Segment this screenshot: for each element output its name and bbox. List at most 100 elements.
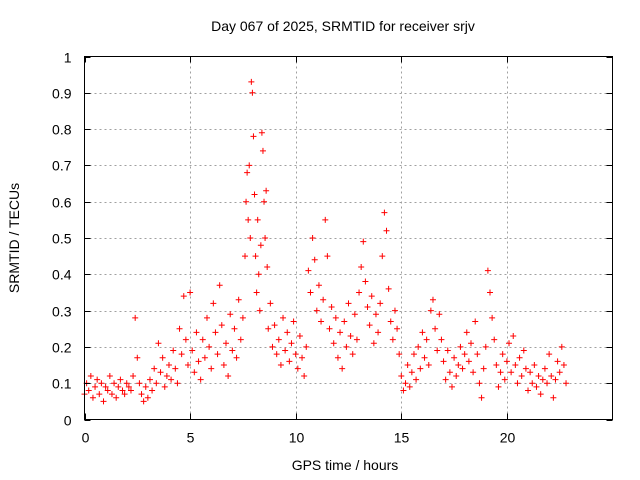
data-point (87, 372, 94, 379)
data-point (387, 318, 394, 325)
data-point (248, 78, 255, 85)
data-point (415, 343, 422, 350)
data-point (253, 289, 260, 296)
data-point (262, 235, 269, 241)
y-tick-label: 0.5 (52, 231, 72, 247)
data-point (195, 358, 202, 365)
data-point (379, 253, 386, 260)
data-point (292, 351, 299, 358)
data-point (554, 358, 561, 365)
data-point (334, 354, 341, 361)
data-point (558, 343, 565, 350)
data-point (461, 351, 468, 358)
data-point (539, 376, 546, 383)
data-point (119, 387, 126, 394)
data-point (442, 376, 449, 383)
data-point (106, 372, 113, 379)
data-point (125, 383, 132, 390)
data-point (92, 383, 99, 390)
data-point (499, 351, 506, 358)
data-point (377, 300, 384, 307)
data-point (320, 296, 327, 303)
data-point (261, 198, 268, 205)
data-point (455, 362, 462, 369)
data-point (130, 372, 137, 379)
data-point (203, 314, 210, 321)
y-tick-label: 0.3 (52, 304, 72, 320)
data-point (347, 333, 354, 340)
data-point (225, 372, 232, 379)
y-axis-label: SRMTID / TECUs (6, 183, 22, 293)
data-point (98, 380, 105, 387)
data-point (480, 365, 487, 372)
data-point (453, 372, 460, 379)
data-point (249, 89, 256, 96)
data-point (294, 365, 301, 372)
data-point (366, 322, 373, 329)
data-point (544, 380, 551, 387)
data-point (239, 314, 246, 321)
data-point (459, 365, 466, 372)
x-tick-label: 5 (187, 430, 195, 446)
data-point (529, 380, 536, 387)
data-point (284, 329, 291, 336)
data-point (247, 235, 254, 241)
data-point (273, 351, 280, 358)
data-point (251, 191, 258, 198)
data-point (121, 391, 128, 398)
data-point (191, 369, 198, 376)
data-point (104, 387, 111, 394)
data-point (375, 329, 382, 336)
data-point (491, 336, 498, 343)
data-point (305, 267, 312, 274)
data-point (264, 264, 271, 271)
data-point (267, 300, 274, 307)
data-point (309, 235, 316, 241)
data-point (271, 322, 278, 329)
data-point (277, 362, 284, 369)
data-point (235, 296, 242, 303)
data-point (533, 383, 540, 390)
data-point (170, 347, 177, 354)
data-point (370, 340, 377, 347)
data-point (448, 383, 455, 390)
x-tick-label: 20 (500, 430, 516, 446)
data-point (123, 380, 130, 387)
data-point (311, 256, 318, 263)
data-point (140, 398, 147, 405)
data-point (552, 376, 559, 383)
data-point (246, 162, 253, 169)
data-point (332, 314, 339, 321)
data-point (434, 347, 441, 354)
data-point (358, 264, 365, 271)
data-point (501, 376, 508, 383)
data-point (216, 282, 223, 289)
data-point (142, 383, 149, 390)
y-tick-label: 0 (64, 413, 72, 429)
data-point (444, 347, 451, 354)
data-point (417, 365, 424, 372)
y-tick-label: 1 (64, 50, 72, 66)
data-point (220, 362, 227, 369)
data-point (503, 358, 510, 365)
data-point (408, 369, 415, 376)
data-point (423, 336, 430, 343)
data-point (182, 336, 189, 343)
data-markers (81, 78, 570, 405)
data-point (324, 253, 331, 260)
data-point (438, 336, 445, 343)
data-point (178, 351, 185, 358)
data-point (508, 369, 515, 376)
data-point (404, 362, 411, 369)
data-point (115, 383, 122, 390)
data-point (446, 369, 453, 376)
data-point (406, 383, 413, 390)
data-point (269, 343, 276, 350)
data-point (467, 340, 474, 347)
data-point (108, 391, 115, 398)
data-point (531, 362, 538, 369)
data-point (520, 347, 527, 354)
data-point (514, 380, 521, 387)
data-point (303, 343, 310, 350)
data-point (330, 340, 337, 347)
